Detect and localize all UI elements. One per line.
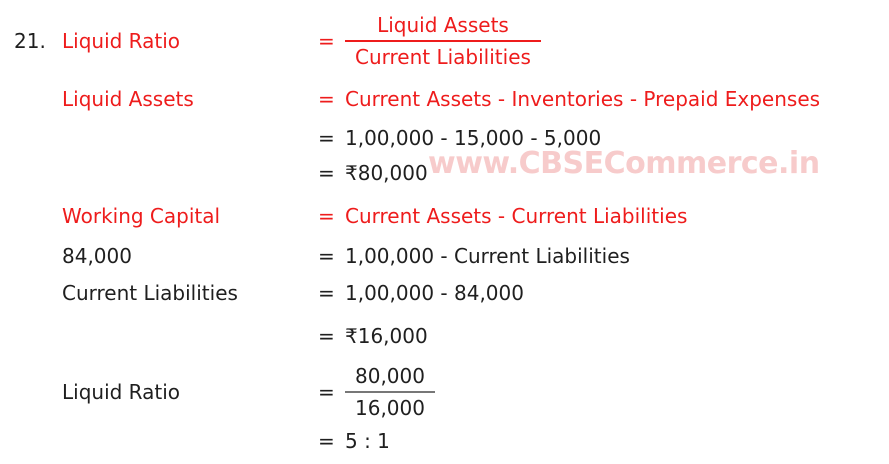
watermark: www.CBSECommerce.in [428,146,820,181]
equals-sign: = [318,161,335,185]
equation-rhs: 5 : 1 [345,429,390,453]
equation-row: = ₹80,000 [0,161,889,185]
equals-sign: = [318,324,335,348]
equation-rhs: 1,00,000 - 15,000 - 5,000 [345,126,602,150]
equation-label: 84,000 [62,244,132,268]
equation-rhs: Current Assets - Current Liabilities [345,204,688,228]
equation-row: = 1,00,000 - 15,000 - 5,000 [0,126,889,150]
equation-label: Liquid Ratio [62,29,181,53]
fraction: Liquid Assets Current Liabilities [345,13,541,69]
equation-label: Liquid Ratio [62,380,181,404]
equation-rhs: Liquid Assets Current Liabilities [345,13,541,69]
equation-label: Working Capital [62,204,221,228]
equation-row: Liquid Ratio = 80,000 16,000 [0,359,889,425]
fraction: 80,000 16,000 [345,364,435,420]
fraction-denominator: 16,000 [355,396,425,420]
equation-rhs: ₹16,000 [345,324,428,348]
equation-row: 21. Liquid Ratio = Liquid Assets Current… [0,6,889,76]
equation-rhs: 80,000 16,000 [345,364,435,420]
equation-row: Liquid Assets = Current Assets - Invento… [0,87,889,111]
equals-sign: = [318,87,335,111]
equals-sign: = [318,29,335,53]
equation-rhs: 1,00,000 - Current Liabilities [345,244,630,268]
problem-number: 21. [14,29,46,53]
equation-row: = 5 : 1 [0,429,889,453]
equation-rhs: Current Assets - Inventories - Prepaid E… [345,87,821,111]
equation-rhs: ₹80,000 [345,161,428,185]
equation-row: Working Capital = Current Assets - Curre… [0,204,889,228]
equals-sign: = [318,429,335,453]
equation-label: Liquid Assets [62,87,194,111]
fraction-numerator: Liquid Assets [345,13,541,42]
equation-rhs: 1,00,000 - 84,000 [345,281,524,305]
equals-sign: = [318,204,335,228]
fraction-numerator: 80,000 [345,364,435,393]
equals-sign: = [318,244,335,268]
equals-sign: = [318,126,335,150]
equation-row: Current Liabilities = 1,00,000 - 84,000 [0,281,889,305]
equals-sign: = [318,380,335,404]
equation-row: 84,000 = 1,00,000 - Current Liabilities [0,244,889,268]
equals-sign: = [318,281,335,305]
fraction-denominator: Current Liabilities [355,45,531,69]
equation-label: Current Liabilities [62,281,238,305]
equation-row: = ₹16,000 [0,324,889,348]
